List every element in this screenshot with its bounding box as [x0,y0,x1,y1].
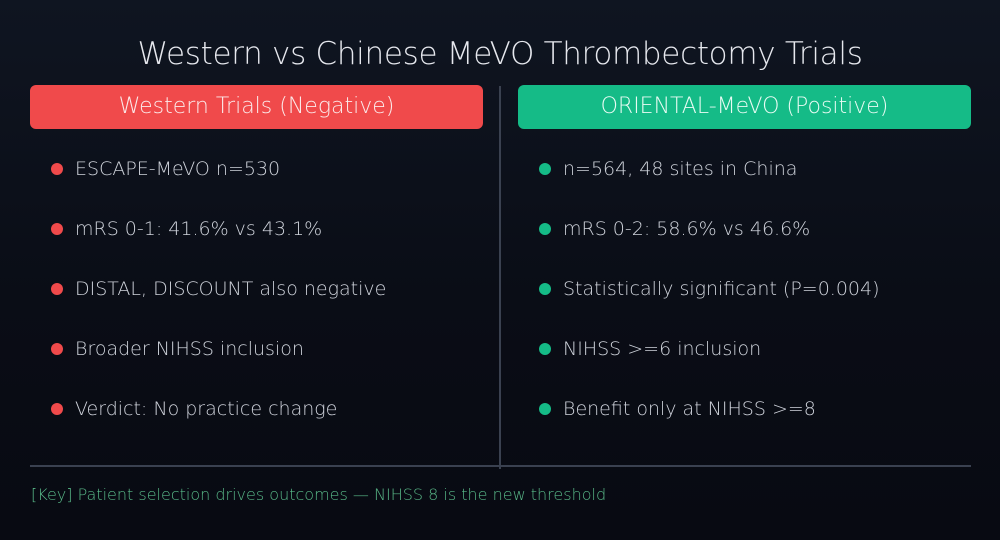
bullet-dot-icon [51,223,63,235]
list-item-text: DISTAL, DISCOUNT also negative [75,278,387,300]
page-title: Western vs Chinese MeVO Thrombectomy Tri… [137,36,863,72]
oriental-mevo-header: ORIENTAL-MeVO (Positive) [518,85,971,129]
oriental-mevo-column: ORIENTAL-MeVO (Positive) n=564, 48 sites… [518,85,971,451]
bullet-dot-icon [51,343,63,355]
list-item: mRS 0-2: 58.6% vs 46.6% [518,211,971,271]
list-item-text: n=564, 48 sites in China [563,158,798,180]
western-trials-list: ESCAPE-MeVO n=530 mRS 0-1: 41.6% vs 43.1… [30,151,483,451]
bullet-dot-icon [51,403,63,415]
list-item-text: Benefit only at NIHSS >=8 [563,398,816,420]
bullet-dot-icon [51,283,63,295]
bullet-dot-icon [51,163,63,175]
list-item: ESCAPE-MeVO n=530 [30,151,483,211]
list-item-text: ESCAPE-MeVO n=530 [75,158,281,180]
list-item: Benefit only at NIHSS >=8 [518,391,971,451]
list-item-text: Broader NIHSS inclusion [75,338,304,360]
western-trials-header: Western Trials (Negative) [30,85,483,129]
bullet-dot-icon [539,283,551,295]
list-item-text: mRS 0-1: 41.6% vs 43.1% [75,218,323,240]
bullet-dot-icon [539,343,551,355]
list-item: mRS 0-1: 41.6% vs 43.1% [30,211,483,271]
bullet-dot-icon [539,403,551,415]
list-item: Statistically significant (P=0.004) [518,271,971,331]
bullet-dot-icon [539,163,551,175]
list-item: NIHSS >=6 inclusion [518,331,971,391]
list-item-text: Statistically significant (P=0.004) [563,278,880,300]
oriental-mevo-list: n=564, 48 sites in China mRS 0-2: 58.6% … [518,151,971,451]
list-item-text: NIHSS >=6 inclusion [563,338,762,360]
list-item: n=564, 48 sites in China [518,151,971,211]
western-trials-column: Western Trials (Negative) ESCAPE-MeVO n=… [30,85,483,451]
list-item: Verdict: No practice change [30,391,483,451]
key-takeaway-note: [Key] Patient selection drives outcomes … [31,485,607,504]
footer-divider [30,465,971,467]
list-item: DISTAL, DISCOUNT also negative [30,271,483,331]
bullet-dot-icon [539,223,551,235]
column-divider [499,86,501,469]
list-item: Broader NIHSS inclusion [30,331,483,391]
list-item-text: mRS 0-2: 58.6% vs 46.6% [563,218,811,240]
list-item-text: Verdict: No practice change [75,398,338,420]
